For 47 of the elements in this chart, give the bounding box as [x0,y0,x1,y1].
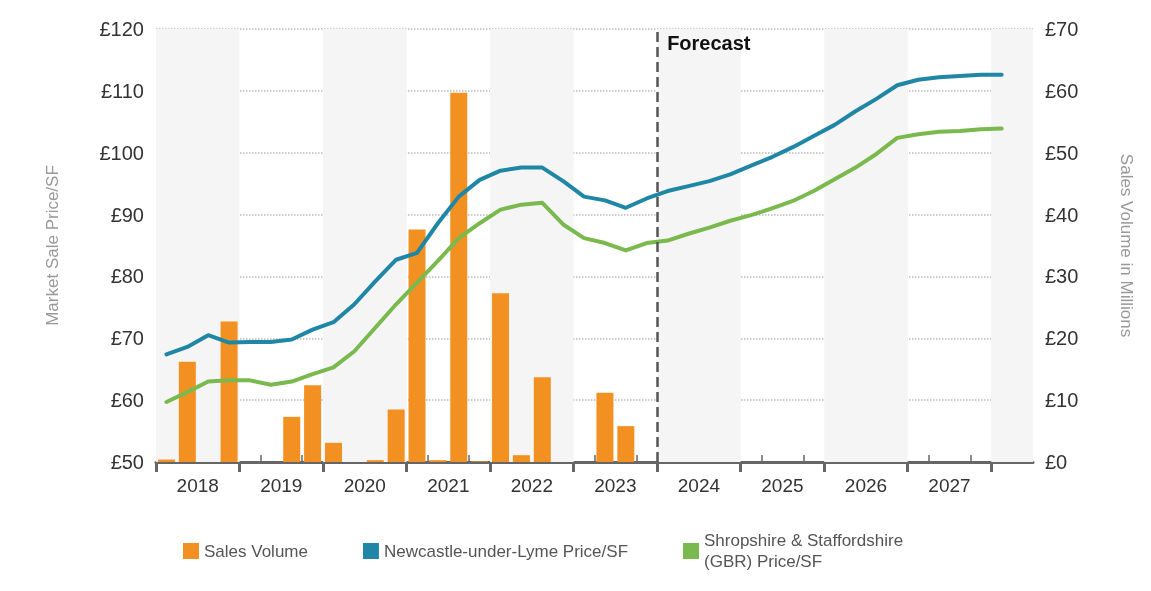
y2-tick-label: £50 [1045,141,1079,164]
y2-tick-label: £10 [1045,389,1079,412]
x-tick-label: 2018 [176,475,219,496]
bar [617,426,635,462]
y-tick-label: £120 [99,18,144,40]
y-tick-label: £100 [99,141,144,164]
bar [220,321,238,462]
x-tick-label: 2021 [427,475,470,496]
y2-tick-label: £70 [1045,18,1079,40]
x-tick-label: 2027 [928,475,971,496]
bar [178,361,196,462]
legend-label: Newcastle-under-Lyme Price/SF [383,541,629,561]
line-series [164,72,1004,357]
bar [512,455,530,462]
y-tick-label: £80 [110,265,144,288]
x-tick-label: 2026 [844,475,888,496]
x-tick-label: 2023 [594,475,637,496]
y-tick-label: £110 [100,79,144,102]
x-tick-label: 2025 [761,475,804,496]
ref-line-label: Forecast [667,32,751,54]
bar [492,293,510,462]
x-tick-label: 2020 [343,475,386,496]
bar [283,416,301,462]
y-tick-label: £70 [110,327,144,350]
y2-tick-label: £60 [1045,79,1079,102]
bar [304,385,322,462]
y-tick-label: £50 [110,451,144,473]
legend-label: Shropshire & Staffordshire (GBR) Price/SF [704,531,908,571]
legend-label: Sales Volume [204,541,308,561]
x-tick-label: 2019 [260,475,303,496]
bar [387,409,405,462]
y2-axis-title: Sales Volume in Millions [1117,153,1136,338]
x-tick-label: 2022 [510,475,553,496]
y-tick-label: £90 [110,203,144,226]
line-series [164,126,1004,404]
x-tick-label: 2024 [677,475,721,496]
bar [450,92,468,462]
bar [324,442,342,462]
y2-tick-label: £20 [1045,327,1079,350]
bar [533,377,551,462]
y2-tick-label: £30 [1045,265,1079,288]
y-axis-title: Market Sale Price/SF [43,165,62,326]
bar [596,392,614,462]
y2-tick-label: £40 [1045,203,1079,226]
y-tick-label: £60 [110,389,144,412]
bar [408,229,426,462]
y2-tick-label: £0 [1045,451,1068,473]
